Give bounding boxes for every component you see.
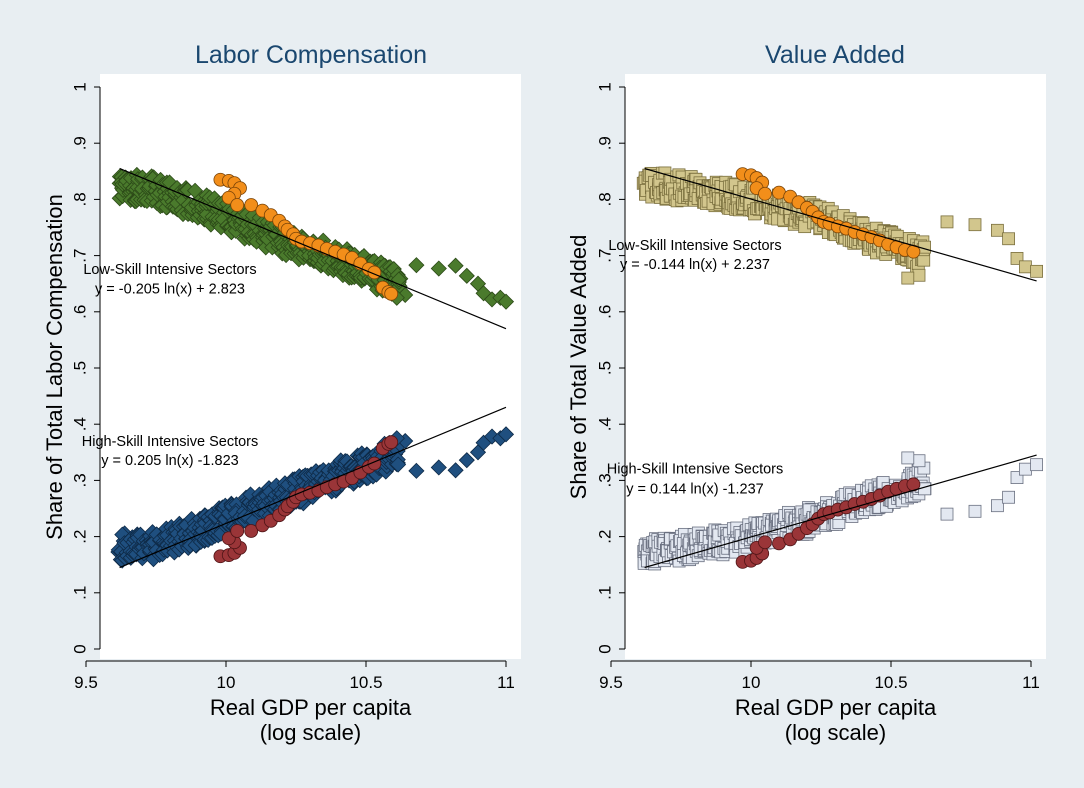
high-skill-fit (119, 406, 507, 569)
high-skill-label: High-Skill Intensive Sectors (607, 462, 784, 478)
series-1 (111, 166, 515, 310)
x-tick-label: 10.5 (874, 673, 907, 692)
plot-area (625, 74, 1046, 659)
data-point (758, 535, 772, 550)
series-2 (213, 172, 399, 301)
data-point (1002, 232, 1015, 246)
data-point (244, 198, 259, 212)
x-tick-label: 9.5 (599, 673, 623, 692)
data-point (940, 507, 954, 521)
chart-title: Value Added (765, 41, 905, 69)
y-tick-label: .7 (596, 249, 615, 263)
series-4 (213, 435, 399, 564)
y-tick-label: 0 (71, 644, 90, 653)
data-point (447, 257, 464, 274)
y-tick-label: .9 (596, 136, 615, 150)
y-tick-label: .3 (71, 473, 90, 487)
y-axis-title: Share of Total Labor Compensation (42, 194, 67, 540)
data-point (758, 186, 772, 201)
y-tick-label: 1 (71, 82, 90, 91)
plot-area (100, 74, 521, 659)
low-skill-label: Low-Skill Intensive Sectors (83, 262, 256, 278)
data-point (447, 462, 464, 479)
data-point (968, 504, 982, 518)
y-axis-title: Share of Total Value Added (566, 235, 591, 500)
data-point (384, 286, 399, 301)
data-point (1019, 260, 1032, 274)
low-skill-label: Low-Skill Intensive Sectors (608, 238, 781, 254)
data-point (244, 524, 259, 538)
data-point (408, 257, 425, 274)
x-tick-label: 10 (217, 673, 236, 692)
data-point (901, 271, 915, 285)
x-axis-subtitle: (log scale) (260, 720, 361, 745)
x-tick-label: 11 (497, 673, 515, 692)
y-tick-label: .3 (596, 473, 615, 487)
y-tick-label: 1 (596, 82, 615, 91)
y-tick-label: .1 (596, 586, 615, 600)
data-point (430, 459, 447, 476)
data-point (991, 499, 1004, 513)
data-point (1030, 458, 1043, 472)
data-point (1002, 490, 1015, 504)
data-point (230, 198, 245, 212)
x-tick-label: 11 (1022, 673, 1040, 692)
high-skill-label: High-Skill Intensive Sectors (82, 434, 259, 450)
x-axis-title: Real GDP per capita (735, 695, 937, 720)
y-tick-label: .5 (71, 361, 90, 375)
data-point (991, 223, 1004, 237)
y-tick-label: .6 (596, 305, 615, 319)
high-skill-fit (644, 454, 1037, 569)
series-4 (735, 477, 921, 569)
data-point (1030, 264, 1043, 278)
data-point (940, 215, 954, 229)
data-point (1019, 462, 1032, 476)
data-point (230, 524, 245, 538)
y-tick-label: .7 (71, 249, 90, 263)
high-skill-equation: y = 0.205 ln(x) -1.823 (101, 453, 238, 469)
low-skill-equation: y = -0.205 ln(x) + 2.823 (95, 281, 245, 297)
low-skill-fit (644, 167, 1037, 282)
x-axis-title: Real GDP per capita (210, 695, 412, 720)
data-point (901, 451, 915, 465)
data-point (912, 268, 926, 282)
y-tick-label: .4 (71, 417, 90, 431)
y-tick-label: .8 (71, 192, 90, 206)
y-tick-label: .2 (596, 530, 615, 544)
data-point (408, 462, 425, 479)
data-point (497, 293, 515, 310)
y-tick-label: .2 (71, 530, 90, 544)
y-tick-label: .1 (71, 586, 90, 600)
data-point (458, 452, 475, 469)
y-tick-label: .5 (596, 361, 615, 375)
y-tick-label: .8 (596, 192, 615, 206)
y-tick-label: .9 (71, 136, 90, 150)
data-point (497, 426, 515, 443)
x-tick-label: 10 (742, 673, 761, 692)
x-tick-label: 9.5 (74, 673, 98, 692)
high-skill-equation: y = 0.144 ln(x) -1.237 (626, 481, 763, 497)
data-point (384, 435, 399, 450)
low-skill-fit (119, 167, 507, 330)
y-tick-label: .6 (71, 305, 90, 319)
low-skill-equation: y = -0.144 ln(x) + 2.237 (620, 257, 770, 273)
data-point (458, 267, 475, 284)
chart-panel-1: Labor Compensation Share of Total Labor C… (42, 41, 521, 745)
chart-panel-2: Value Added Share of Total Value Added Rea… (566, 41, 1046, 745)
data-point (968, 218, 982, 232)
data-point (390, 456, 407, 473)
x-axis-subtitle: (log scale) (785, 720, 886, 745)
y-tick-label: .4 (596, 417, 615, 431)
data-point (912, 454, 926, 468)
chart-title: Labor Compensation (195, 41, 427, 69)
y-tick-label: 0 (596, 644, 615, 653)
x-tick-label: 10.5 (349, 673, 382, 692)
data-point (430, 260, 447, 277)
